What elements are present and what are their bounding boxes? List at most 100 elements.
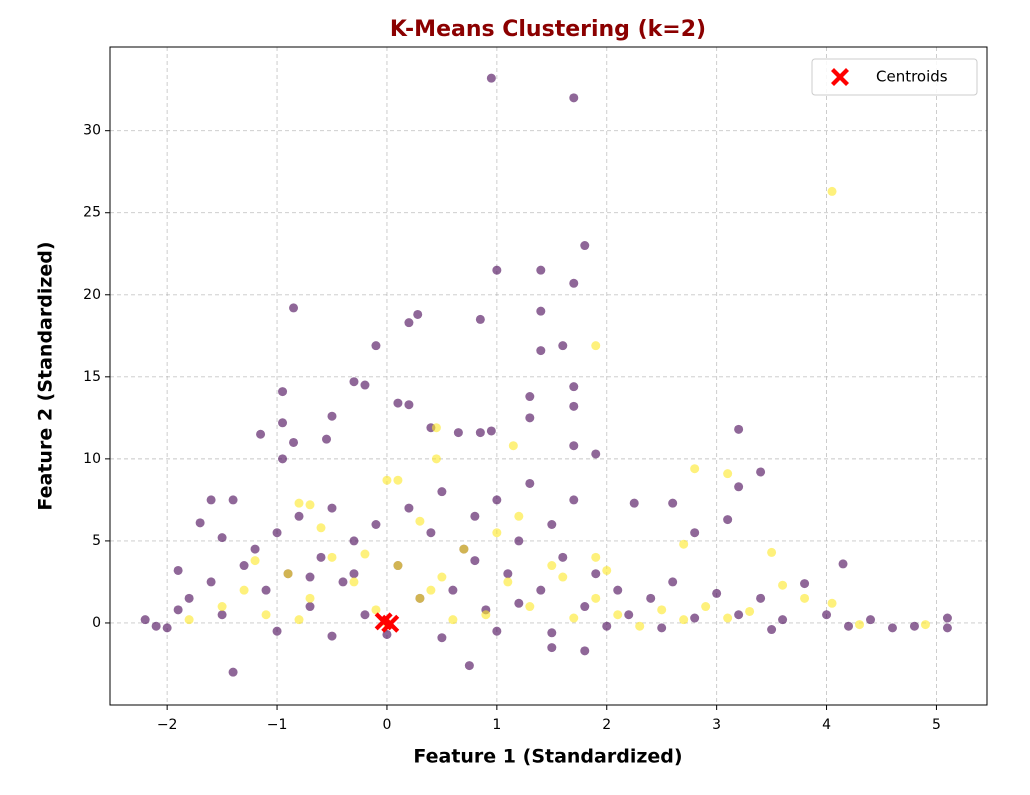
scatter-point xyxy=(657,605,667,615)
scatter-point xyxy=(250,544,260,554)
scatter-point xyxy=(475,428,485,438)
scatter-point xyxy=(591,593,601,603)
scatter-point xyxy=(173,565,183,575)
scatter-point xyxy=(217,602,227,612)
scatter-point xyxy=(920,620,930,630)
scatter-point xyxy=(431,423,441,433)
scatter-point xyxy=(294,498,304,508)
legend-label: Centroids xyxy=(876,68,948,86)
scatter-point xyxy=(778,615,788,625)
scatter-point xyxy=(382,475,392,485)
legend: Centroids xyxy=(811,58,978,96)
scatter-point xyxy=(151,621,161,631)
scatter-point xyxy=(547,561,557,571)
x-tick-label: 2 xyxy=(602,717,611,733)
scatter-point xyxy=(887,623,897,633)
scatter-point xyxy=(569,93,579,103)
scatter-point xyxy=(624,610,634,620)
scatter-point xyxy=(580,646,590,656)
scatter-point xyxy=(431,454,441,464)
scatter-point xyxy=(569,382,579,392)
scatter-point xyxy=(437,572,447,582)
scatter-point xyxy=(569,441,579,451)
scatter-point xyxy=(734,482,744,492)
scatter-point xyxy=(668,498,678,508)
scatter-point xyxy=(822,610,832,620)
y-tick-label: 5 xyxy=(92,533,101,549)
scatter-point xyxy=(734,424,744,434)
scatter-point xyxy=(426,585,436,595)
scatter-point xyxy=(393,398,403,408)
scatter-point xyxy=(580,602,590,612)
scatter-point xyxy=(349,377,359,387)
scatter-point xyxy=(629,498,639,508)
scatter-point xyxy=(413,309,423,319)
scatter-point xyxy=(723,515,733,525)
scatter-point xyxy=(547,643,557,653)
scatter-point xyxy=(756,467,766,477)
scatter-point xyxy=(272,528,282,538)
scatter-point xyxy=(602,621,612,631)
scatter-point xyxy=(316,523,326,533)
y-axis-label: Feature 2 (Standardized) xyxy=(35,241,57,510)
scatter-point xyxy=(349,569,359,579)
scatter-point xyxy=(613,610,623,620)
legend-marker xyxy=(831,68,849,86)
scatter-point xyxy=(800,579,810,589)
scatter-point xyxy=(767,625,777,635)
scatter-point xyxy=(239,585,249,595)
scatter-point xyxy=(256,429,266,439)
scatter-point xyxy=(942,623,952,633)
scatter-point xyxy=(569,278,579,288)
scatter-point xyxy=(778,580,788,590)
scatter-point xyxy=(536,306,546,316)
scatter-point xyxy=(184,615,194,625)
scatter-point xyxy=(305,593,315,603)
scatter-point xyxy=(327,411,337,421)
scatter-point xyxy=(453,428,463,438)
scatter-point xyxy=(239,561,249,571)
scatter-point xyxy=(426,528,436,538)
scatter-point xyxy=(486,426,496,436)
x-tick-label: 0 xyxy=(382,717,391,733)
scatter-point xyxy=(942,613,952,623)
scatter-point xyxy=(525,392,535,402)
scatter-point xyxy=(228,667,238,677)
scatter-point xyxy=(635,621,645,631)
axes: −2 −1 0 1 2 3 4 5 0 5 10 15 20 25 30 xyxy=(83,46,988,733)
scatter-point xyxy=(827,186,837,196)
scatter-point xyxy=(514,511,524,521)
scatter-point xyxy=(195,518,205,528)
y-tick-label: 15 xyxy=(83,369,101,385)
scatter-point xyxy=(844,621,854,631)
scatter-point xyxy=(360,380,370,390)
scatter-point xyxy=(283,569,293,579)
x-tick-label: 4 xyxy=(822,717,831,733)
scatter-point xyxy=(602,565,612,575)
x-tick-label: 1 xyxy=(492,717,501,733)
scatter-point xyxy=(184,593,194,603)
scatter-point xyxy=(492,495,502,505)
scatter-point xyxy=(404,400,414,410)
scatter-point xyxy=(470,511,480,521)
scatter-point xyxy=(404,318,414,328)
scatter-point xyxy=(481,610,491,620)
scatter-point xyxy=(349,536,359,546)
scatter-point xyxy=(437,487,447,497)
scatter-point xyxy=(404,503,414,513)
plot-frame xyxy=(109,46,988,706)
scatter-point xyxy=(228,495,238,505)
scatter-point xyxy=(690,528,700,538)
scatter-point xyxy=(162,623,172,633)
scatter-point xyxy=(316,552,326,562)
scatter-point xyxy=(580,241,590,251)
scatter-point xyxy=(569,495,579,505)
scatter-point xyxy=(514,536,524,546)
scatter-point xyxy=(536,265,546,275)
scatter-point xyxy=(866,615,876,625)
scatter-point xyxy=(591,569,601,579)
centroid-marker xyxy=(381,614,400,633)
scatter-point xyxy=(514,598,524,608)
scatter-point xyxy=(591,341,601,351)
scatter-point xyxy=(140,615,150,625)
